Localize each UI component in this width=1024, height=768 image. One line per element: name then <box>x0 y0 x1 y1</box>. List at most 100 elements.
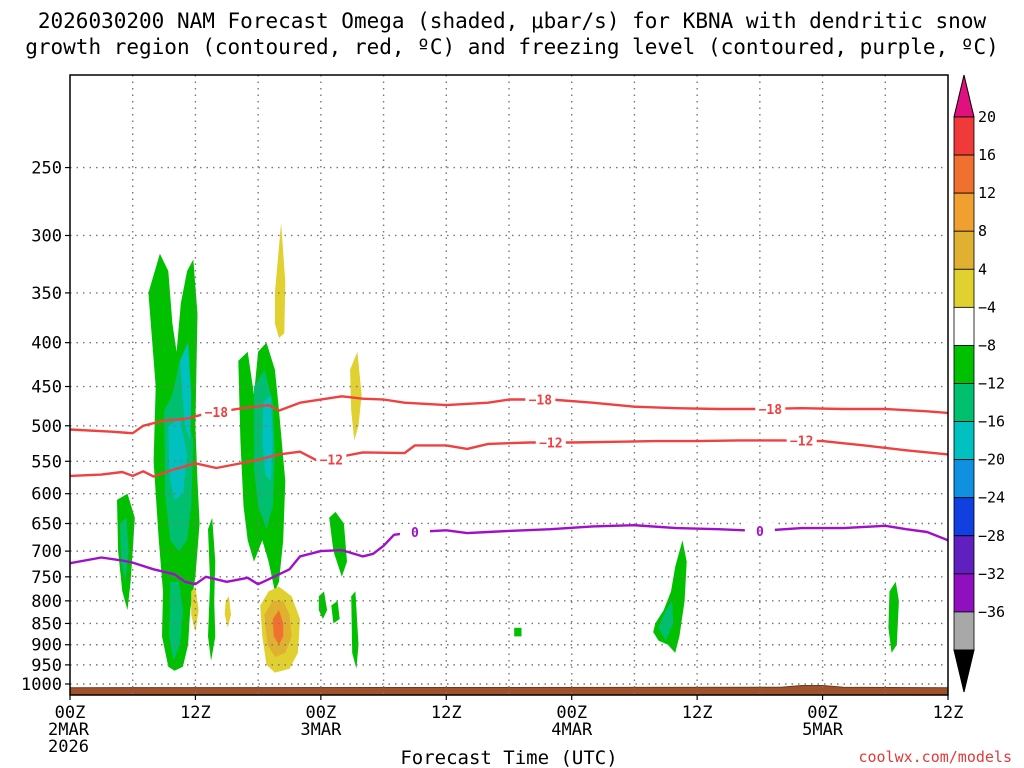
y-tick-label-1000: 1000 <box>21 675 62 695</box>
x-tick-label-6-0: 00Z <box>807 703 838 723</box>
contour-label-0-0: −18 <box>205 406 229 421</box>
x-tick-label-0-0: 00Z <box>55 703 86 723</box>
contour-label-0-2: −18 <box>759 403 783 418</box>
contour-layer: −18 −18 −18 −12 −12 −12 0 0 <box>70 391 948 586</box>
contour-label-2-1: 0 <box>756 525 764 540</box>
omega-region-4-1 <box>350 351 362 441</box>
y-tick-label-550: 550 <box>31 452 62 472</box>
chart-title-line-1: 2026030200 NAM Forecast Omega (shaded, μ… <box>38 9 987 33</box>
y-tick-label-450: 450 <box>31 378 62 398</box>
contour-label-1-0: −12 <box>320 454 343 469</box>
colorbar-box-12 <box>953 573 975 613</box>
colorbar-label-2: 12 <box>978 184 996 202</box>
y-tick-label-650: 650 <box>31 515 62 535</box>
x-tick-label-7-0: 12Z <box>933 703 964 723</box>
y-tick-label-700: 700 <box>31 542 62 562</box>
colorbar-label-8: −16 <box>978 413 1005 431</box>
omega-region-neg4-7 <box>351 591 359 669</box>
grid-layer <box>70 75 948 695</box>
contour-label-bg-0-2 <box>755 400 786 417</box>
colorbar-box-4 <box>953 268 975 308</box>
colorbar-label-10: −24 <box>978 489 1005 507</box>
omega-region-neg4-9 <box>653 540 687 653</box>
omega-region-neg4-4 <box>329 511 347 577</box>
omega-region-neg12-2 <box>262 394 273 482</box>
x-axis-label: Forecast Time (UTC) <box>400 747 617 768</box>
y-tick-label-500: 500 <box>31 417 62 437</box>
colorbar-box-6 <box>953 345 975 384</box>
x-tick-label-5-0: 12Z <box>682 703 713 723</box>
colorbar-box-8 <box>953 421 975 461</box>
contour-line-2 <box>70 524 948 586</box>
colorbar-label-6: −8 <box>978 336 996 354</box>
omega-region-neg4-10 <box>888 581 899 653</box>
omega-region-neg8-2 <box>169 581 183 661</box>
omega-region-4-0 <box>274 222 286 338</box>
colorbar-box-9 <box>953 459 975 499</box>
colorbar-label-4: 4 <box>978 260 987 278</box>
colorbar: 20 16 12 8 4 −4 −8 −12 −16 −20 −24 −28 −32 −36 <box>953 74 1005 693</box>
omega-region-neg8-4 <box>658 600 674 641</box>
x-tick-label-4-1: 4MAR <box>551 720 593 740</box>
contour-label-bg-2-1 <box>744 522 775 539</box>
colorbar-label-12: −32 <box>978 565 1005 583</box>
contour-label-bg-0-1 <box>525 391 556 408</box>
y-axis: 2503003504004505005506006507007508008509… <box>21 159 70 695</box>
colorbar-label-0: 20 <box>978 108 996 126</box>
colorbar-bottom-triangle <box>953 649 975 693</box>
colorbar-label-13: −36 <box>978 603 1005 621</box>
y-tick-label-900: 900 <box>31 636 62 656</box>
contour-label-bg-2-0 <box>399 524 430 541</box>
colorbar-label-5: −4 <box>978 298 996 316</box>
omega-region-neg4-2 <box>208 517 216 661</box>
x-tick-label-0-2: 2026 <box>48 737 89 757</box>
contour-label-bg-1-0 <box>316 451 347 468</box>
omega-region-neg8-0 <box>120 517 129 582</box>
colorbar-label-1: 16 <box>978 146 996 164</box>
y-tick-label-950: 950 <box>31 656 62 676</box>
x-tick-label-0-1: 2MAR <box>48 720 90 740</box>
x-tick-label-2-1: 3MAR <box>300 720 342 740</box>
colorbar-box-13 <box>953 611 975 651</box>
y-tick-label-850: 850 <box>31 614 62 634</box>
contour-label-bg-1-2 <box>786 432 817 449</box>
omega-region-neg4-6 <box>331 600 340 624</box>
y-tick-label-600: 600 <box>31 485 62 505</box>
omega-region-neg4-5 <box>318 591 328 619</box>
x-tick-label-6-1: 5MAR <box>802 720 844 740</box>
y-tick-label-250: 250 <box>31 159 62 179</box>
contour-label-1-1: −12 <box>539 437 562 452</box>
omega-region-neg12-0 <box>179 342 192 441</box>
y-tick-label-800: 800 <box>31 592 62 612</box>
contour-label-1-2: −12 <box>790 435 813 450</box>
colorbar-label-3: 8 <box>978 222 987 240</box>
x-tick-label-1-0: 12Z <box>180 703 211 723</box>
omega-shading-layer <box>117 222 899 673</box>
omega-region-neg4-8 <box>514 627 522 637</box>
colorbar-box-0 <box>953 116 975 156</box>
colorbar-box-5 <box>953 306 975 346</box>
omega-region-4-3 <box>224 596 231 628</box>
y-tick-label-750: 750 <box>31 568 62 588</box>
x-tick-label-2-0: 00Z <box>305 703 336 723</box>
omega-region-12-0 <box>272 610 284 645</box>
colorbar-box-3 <box>953 230 975 270</box>
credit-text: coolwx.com/models <box>858 748 1012 766</box>
colorbar-label-9: −20 <box>978 451 1005 469</box>
y-tick-label-400: 400 <box>31 334 62 354</box>
terrain-ground <box>70 685 948 695</box>
colorbar-box-1 <box>953 154 975 194</box>
x-tick-label-4-0: 00Z <box>556 703 587 723</box>
colorbar-label-11: −28 <box>978 527 1005 545</box>
colorbar-top-triangle <box>953 74 975 118</box>
colorbar-label-7: −12 <box>978 375 1005 393</box>
contour-label-bg-1-1 <box>535 434 566 451</box>
plot-frame <box>69 74 949 696</box>
colorbar-box-10 <box>953 497 975 537</box>
x-tick-label-3-0: 12Z <box>431 703 462 723</box>
contour-label-2-0: 0 <box>411 526 419 541</box>
contour-label-0-1: −18 <box>529 394 553 409</box>
y-tick-label-350: 350 <box>31 284 62 304</box>
